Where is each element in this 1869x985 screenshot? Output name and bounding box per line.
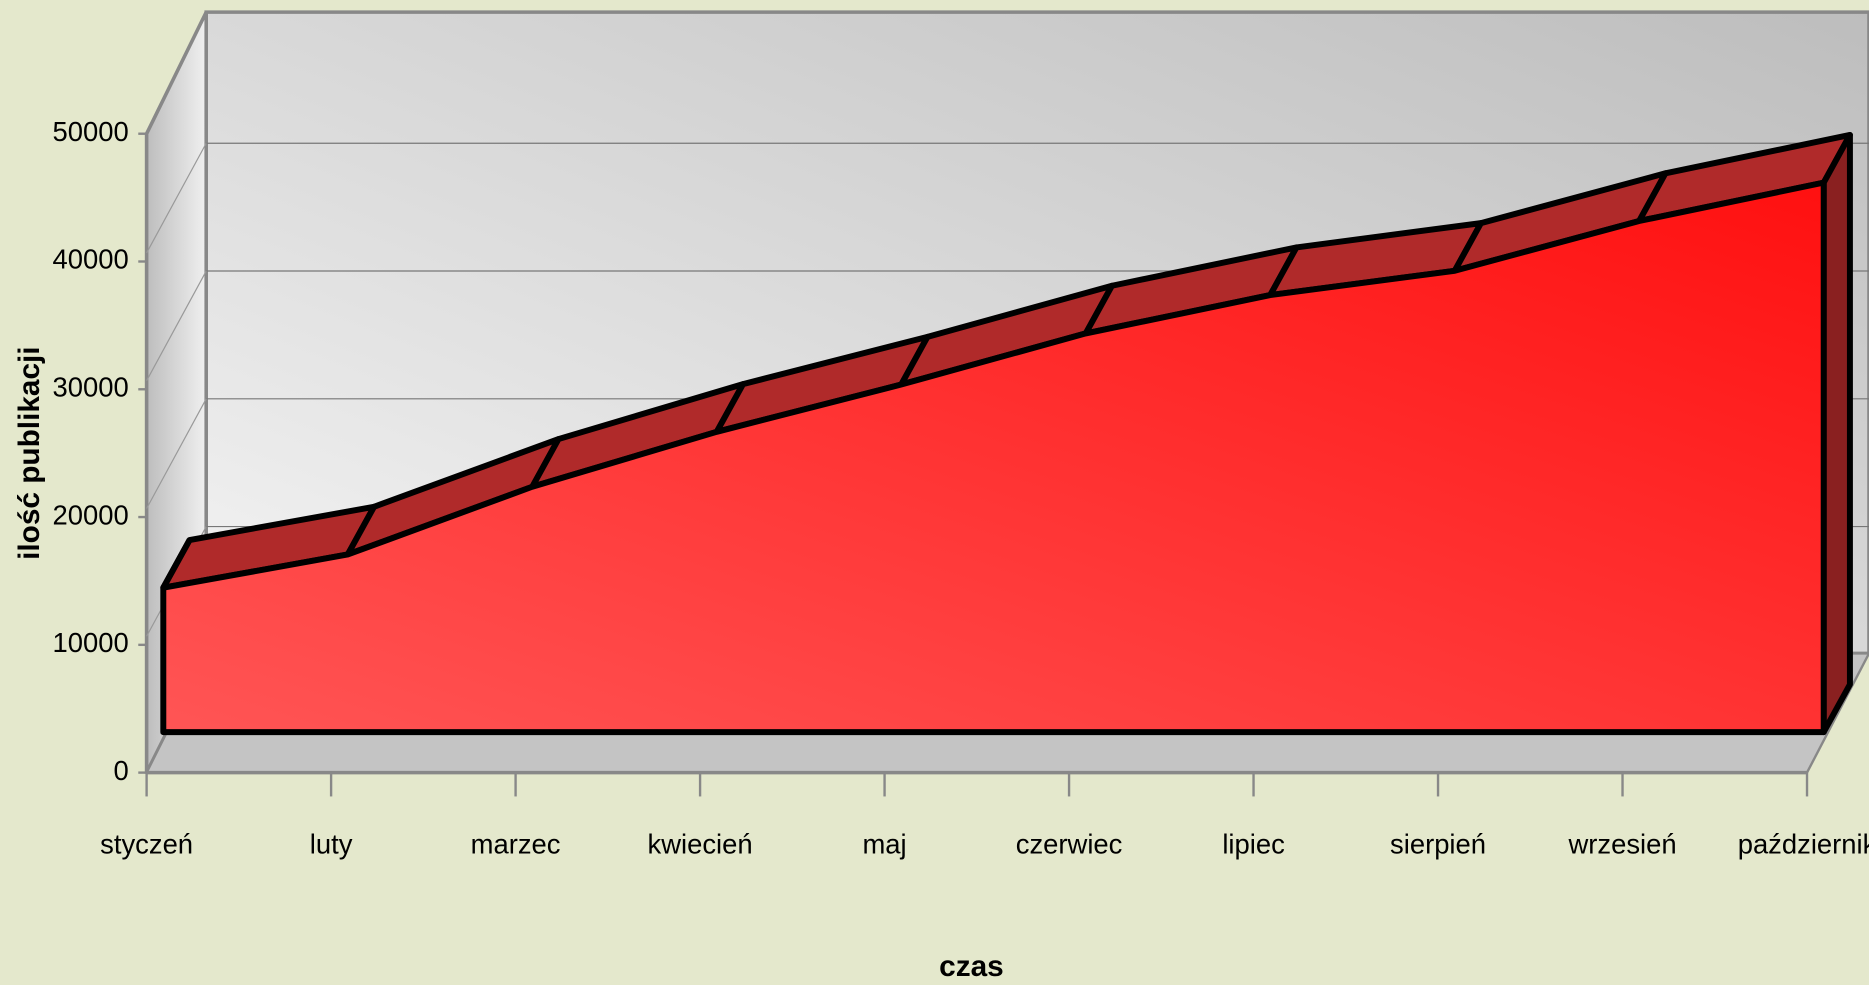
y-axis-title: ilość publikacji bbox=[13, 346, 46, 560]
area-side bbox=[1820, 131, 1853, 736]
x-tick-label: maj bbox=[862, 829, 906, 860]
grid-line bbox=[146, 142, 207, 254]
y-tick-label: 50000 bbox=[53, 116, 129, 147]
y-tick-label: 30000 bbox=[53, 372, 129, 403]
x-tick-label: czerwiec bbox=[1016, 829, 1123, 860]
x-tick-label: lipiec bbox=[1222, 829, 1284, 860]
x-tick-label: sierpień bbox=[1390, 829, 1486, 860]
x-axis-title: czas bbox=[939, 950, 1004, 983]
y-tick-label: 20000 bbox=[53, 499, 129, 530]
y-tick-label: 10000 bbox=[53, 627, 129, 658]
y-tick-label: 40000 bbox=[53, 244, 129, 275]
x-tick-label: styczeń bbox=[100, 829, 193, 860]
x-tick-label: luty bbox=[310, 829, 353, 860]
grid-line bbox=[146, 270, 207, 381]
x-tick-label: październik bbox=[1738, 829, 1869, 860]
grid-line bbox=[146, 398, 207, 509]
x-tick-label: marzec bbox=[471, 829, 561, 860]
y-tick-label: 0 bbox=[113, 755, 128, 786]
area bbox=[160, 179, 1827, 736]
x-tick-label: wrzesień bbox=[1567, 829, 1676, 860]
x-tick-label: kwiecień bbox=[648, 829, 753, 860]
area-side bbox=[160, 538, 193, 590]
